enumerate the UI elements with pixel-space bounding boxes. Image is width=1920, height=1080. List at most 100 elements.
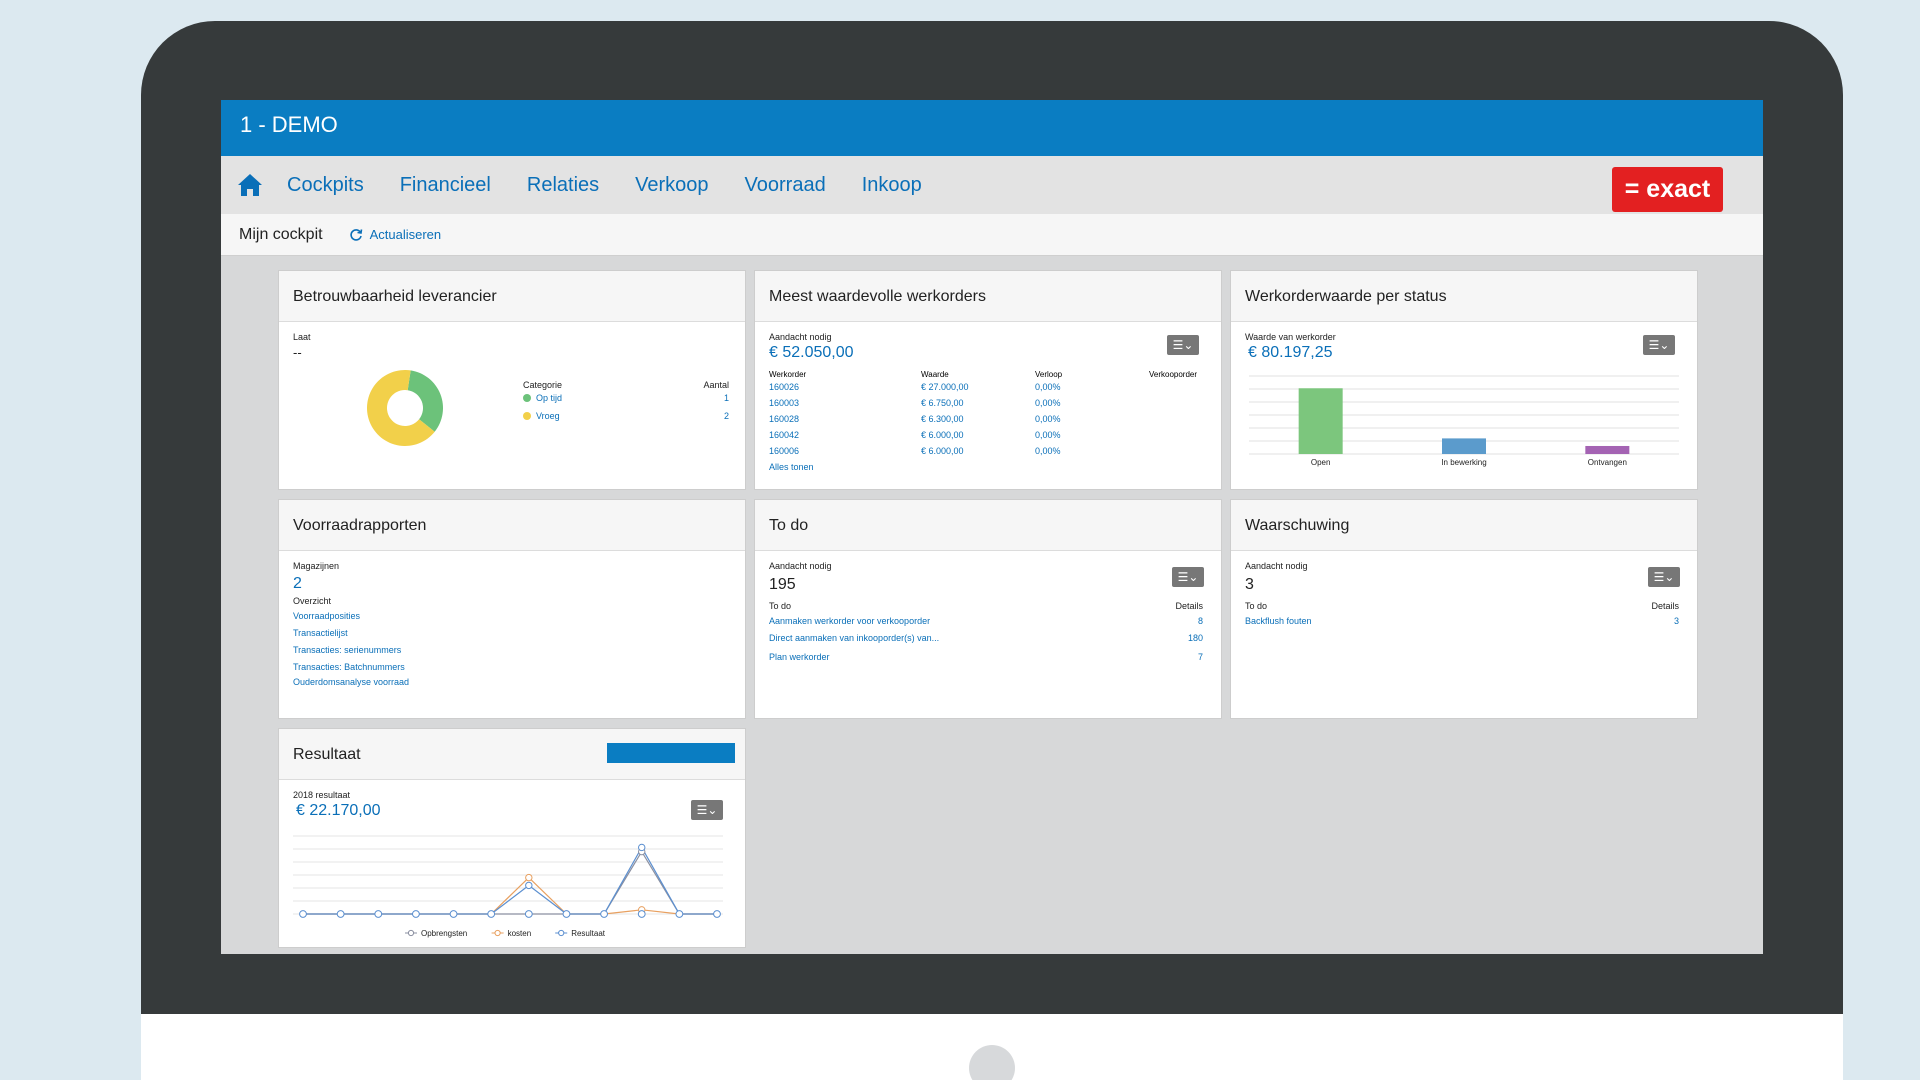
overview-label: Overzicht — [293, 596, 332, 606]
list-item[interactable]: Aanmaken werkorder voor verkooporder 8 — [769, 616, 1203, 626]
legend-early[interactable]: Vroeg — [536, 411, 560, 421]
show-all-link[interactable]: Alles tonen — [769, 462, 814, 472]
todo-item-label[interactable]: Aanmaken werkorder voor verkooporder — [769, 616, 931, 626]
workorder-progress: 0,00% — [1035, 414, 1061, 424]
data-point — [713, 910, 721, 918]
table-row[interactable]: 160006 € 6.000,00 0,00% — [769, 443, 1201, 459]
card-title: Meest waardevolle werkorders — [755, 271, 1221, 322]
on-time-count[interactable]: 1 — [723, 393, 729, 403]
table-row[interactable]: 160003 € 6.750,00 0,00% — [769, 395, 1201, 411]
workorder-salesorder — [1149, 443, 1201, 459]
table-row[interactable]: 160042 € 6.000,00 0,00% — [769, 427, 1201, 443]
warning-item-count[interactable]: 3 — [1673, 616, 1679, 626]
refresh-icon[interactable] — [349, 228, 363, 242]
tablet-home-button — [969, 1045, 1015, 1080]
attention-value: € 52.050,00 — [769, 344, 854, 361]
todo-item-label[interactable]: Plan werkorder — [769, 652, 830, 662]
workorder-salesorder — [1149, 411, 1201, 427]
workorder-id[interactable]: 160028 — [769, 414, 800, 424]
table-row[interactable]: 160026 € 27.000,00 0,00% — [769, 379, 1201, 395]
early-count[interactable]: 2 — [723, 411, 729, 421]
late-label: Laat — [293, 332, 311, 342]
workorder-progress: 0,00% — [1035, 382, 1061, 392]
donut-slice-vroeg — [367, 370, 435, 446]
todo-item-count[interactable]: 8 — [1197, 616, 1203, 626]
bar-open — [1298, 388, 1343, 454]
warehouses-count[interactable]: 2 — [293, 575, 302, 592]
data-point — [374, 910, 383, 918]
nav-item-verkoop[interactable]: Verkoop — [635, 173, 709, 196]
legend-label: Resultaat — [571, 929, 606, 938]
todo-item-count[interactable]: 180 — [1187, 633, 1203, 643]
legend-marker — [407, 929, 415, 937]
legend-dot-early — [523, 412, 531, 420]
workorder-id[interactable]: 160026 — [769, 382, 800, 392]
list-item[interactable]: Plan werkorder 7 — [769, 652, 1203, 662]
data-point — [524, 910, 533, 918]
report-link[interactable]: Transacties: Batchnummers — [293, 662, 405, 672]
col-salesorder: Verkooporder — [1149, 370, 1198, 379]
todo-item-count[interactable]: 7 — [1197, 652, 1203, 662]
workorder-value: € 6.000,00 — [921, 430, 964, 440]
col-value: Waarde — [921, 370, 949, 379]
nav-item-inkoop[interactable]: Inkoop — [861, 173, 922, 196]
workorder-id[interactable]: 160042 — [769, 430, 800, 440]
refresh-link[interactable]: Actualiseren — [369, 227, 442, 242]
workorder-value-total: € 80.197,25 — [1248, 344, 1333, 361]
workorder-id[interactable]: 160003 — [769, 398, 800, 408]
report-link[interactable]: Voorraadposities — [293, 611, 361, 621]
workorder-salesorder — [1149, 379, 1201, 395]
card-menu-button[interactable]: ☰⌄ — [691, 800, 723, 820]
report-link[interactable]: Transactielijst — [293, 628, 348, 638]
nav-item-voorraad[interactable]: Voorraad — [744, 173, 826, 196]
card-menu-button[interactable]: ☰⌄ — [1643, 335, 1675, 355]
attention-label: Aandacht nodig — [769, 561, 832, 571]
todo-header: To do — [1245, 601, 1268, 611]
result-header-bar — [607, 743, 735, 763]
card-title: Waarschuwing — [1231, 500, 1697, 551]
attention-count: 3 — [1245, 576, 1254, 593]
card-menu-button[interactable]: ☰⌄ — [1172, 567, 1204, 587]
card-menu-button[interactable]: ☰⌄ — [1167, 335, 1199, 355]
list-item[interactable]: Backflush fouten 3 — [1245, 616, 1679, 626]
todo-item-label[interactable]: Direct aanmaken van inkooporder(s) van..… — [769, 633, 940, 643]
card-title: Voorraadrapporten — [279, 500, 745, 551]
legend-on-time[interactable]: Op tijd — [536, 393, 563, 403]
exact-logo: = exact — [1612, 167, 1723, 212]
donut-slice-op-tijd — [407, 370, 443, 432]
data-point — [412, 910, 420, 918]
nav-item-relaties[interactable]: Relaties — [526, 173, 600, 196]
home-icon[interactable] — [237, 173, 263, 197]
app-screen: 1 - DEMO Cockpits Financieel Relaties Ve… — [221, 100, 1763, 954]
x-tick-label: Open — [1311, 458, 1331, 467]
workorder-value: € 6.300,00 — [921, 414, 964, 424]
data-point — [525, 873, 533, 882]
result-title: Resultaat — [293, 746, 361, 763]
card-menu-button[interactable]: ☰⌄ — [1648, 567, 1680, 587]
x-tick-label: In bewerking — [1441, 458, 1486, 467]
workorder-progress: 0,00% — [1035, 430, 1061, 440]
workorder-value: € 6.750,00 — [921, 398, 964, 408]
category-header: Categorie — [523, 380, 563, 390]
workorder-value: € 6.000,00 — [921, 446, 964, 456]
attention-count: 195 — [769, 576, 796, 593]
workorder-id[interactable]: 160006 — [769, 446, 800, 456]
warning-card: Waarschuwing Aandacht nodig 3 ☰⌄ To do D… — [1230, 499, 1698, 719]
bar-in-bewerking — [1442, 438, 1486, 454]
col-workorder: Werkorder — [769, 370, 807, 379]
report-link[interactable]: Transacties: serienummers — [293, 645, 402, 655]
report-link[interactable]: Ouderdomsanalyse voorraad — [293, 677, 410, 687]
nav-item-cockpits[interactable]: Cockpits — [287, 173, 364, 196]
card-title: To do — [755, 500, 1221, 551]
warning-item-label[interactable]: Backflush fouten — [1245, 616, 1312, 626]
data-point — [487, 910, 496, 918]
nav-item-financieel[interactable]: Financieel — [399, 173, 491, 196]
main-nav: Cockpits Financieel Relaties Verkoop Voo… — [221, 156, 1763, 214]
warehouses-label: Magazijnen — [293, 561, 340, 571]
data-point — [638, 843, 646, 852]
workorder-value-label: Waarde van werkorder — [1245, 332, 1336, 342]
list-item[interactable]: Direct aanmaken van inkooporder(s) van..… — [769, 633, 1203, 643]
legend-label: Opbrengsten — [421, 929, 467, 938]
table-row[interactable]: 160028 € 6.300,00 0,00% — [769, 411, 1201, 427]
workorder-status-card: Werkorderwaarde per status Waarde van we… — [1230, 270, 1698, 490]
